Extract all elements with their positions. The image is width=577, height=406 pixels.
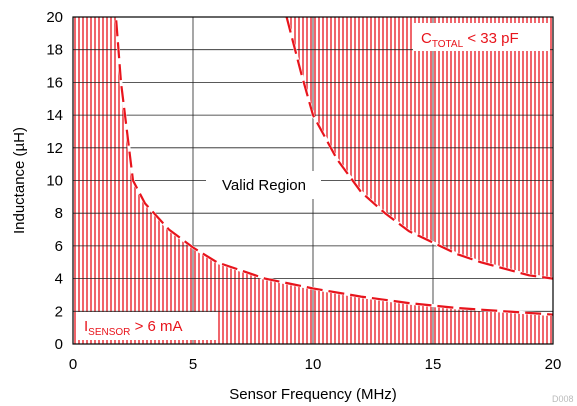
isensor-annotation: ISENSOR > 6 mA (78, 312, 216, 340)
y-axis-ticks: 0 2 4 6 8 10 12 14 16 18 20 (46, 9, 63, 353)
valid-region-label: Valid Region (222, 177, 306, 194)
x-tick-label: 15 (425, 356, 442, 373)
ctotal-rest: < 33 pF (463, 30, 518, 47)
grid (73, 17, 553, 344)
y-tick-label: 8 (55, 205, 63, 222)
x-tick-label: 0 (69, 356, 77, 373)
x-tick-label: 20 (545, 356, 562, 373)
figure-code: D008 (552, 394, 574, 404)
boundary-curves (114, 17, 553, 317)
isensor-label: ISENSOR > 6 mA (84, 318, 183, 338)
y-tick-label: 20 (46, 9, 63, 26)
y-tick-label: 12 (46, 140, 63, 157)
x-axis-label: Sensor Frequency (MHz) (229, 386, 397, 403)
y-tick-label: 16 (46, 74, 63, 91)
ctotal-sub: TOTAL (432, 39, 464, 50)
isensor-main: I (84, 318, 88, 335)
y-tick-label: 4 (55, 271, 63, 288)
y-tick-label: 2 (55, 303, 63, 320)
y-tick-label: 18 (46, 42, 63, 59)
x-tick-label: 5 (189, 356, 197, 373)
x-axis-ticks: 0 5 10 15 20 (69, 356, 562, 373)
valid-region-annotation: Valid Region (206, 171, 321, 199)
y-axis-label: Inductance (µH) (11, 127, 28, 234)
x-tick-label: 10 (305, 356, 322, 373)
boundary-curve-2 (285, 17, 553, 280)
ctotal-label: CTOTAL < 33 pF (421, 30, 519, 50)
y-tick-label: 0 (55, 336, 63, 353)
ctotal-main: C (421, 30, 432, 47)
y-tick-label: 6 (55, 238, 63, 255)
y-tick-label: 10 (46, 173, 63, 190)
boundary-curve-1 (115, 20, 553, 316)
isensor-rest: > 6 mA (130, 318, 182, 335)
plot-frame (72, 16, 554, 345)
ctotal-annotation: CTOTAL < 33 pF (413, 23, 550, 51)
y-tick-label: 14 (46, 107, 63, 124)
isensor-sub: SENSOR (88, 327, 130, 338)
